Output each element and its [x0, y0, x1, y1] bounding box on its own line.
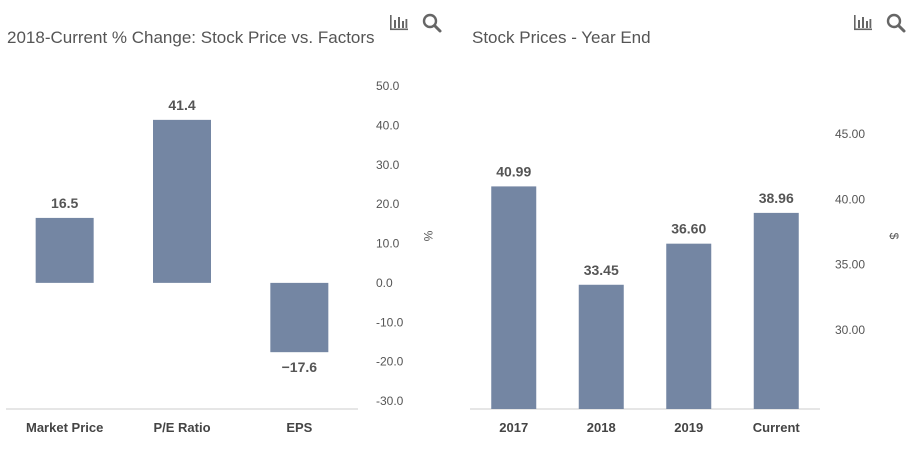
left-chart-title: 2018-Current % Change: Stock Price vs. F…	[7, 28, 375, 47]
y-tick-label: 35.00	[835, 258, 865, 272]
bar	[153, 119, 211, 283]
y-tick-label: -10.0	[376, 315, 404, 329]
x-category-label: Market Price	[26, 420, 103, 435]
data-label: 36.60	[671, 221, 706, 237]
x-category-label: Current	[753, 420, 801, 435]
x-category-label: 2018	[587, 420, 616, 435]
y-axis-unit-label: %	[421, 231, 435, 242]
right-chart-title: Stock Prices - Year End	[472, 28, 651, 47]
data-label: 41.4	[168, 97, 195, 113]
right-chart-plot: 45.00 40.00 35.00 30.00 $40.99 2017 33.45 2018 3…	[470, 127, 901, 435]
y-tick-label: -20.0	[376, 355, 404, 369]
magnifier-icon[interactable]	[421, 12, 443, 34]
left-chart-panel: 2018-Current % Change: Stock Price vs. F…	[6, 12, 443, 435]
x-category-label: 2017	[499, 420, 528, 435]
y-tick-label: 20.0	[376, 197, 400, 211]
y-tick-label: -30.0	[376, 394, 404, 408]
bar-chart-icon[interactable]	[388, 12, 410, 34]
x-category-label: P/E Ratio	[153, 420, 210, 435]
y-tick-label: 40.0	[376, 118, 400, 132]
y-tick-label: 0.0	[376, 276, 393, 290]
y-tick-label: 50.0	[376, 79, 400, 93]
bar	[35, 217, 94, 283]
data-label: 16.5	[51, 195, 78, 211]
data-label: 38.96	[759, 190, 794, 206]
right-chart-panel: Stock Prices - Year End 45.00 40.00 35.00 3…	[460, 0, 910, 458]
y-tick-label: 40.00	[835, 192, 865, 206]
data-label: 40.99	[496, 163, 531, 179]
magnifier-icon[interactable]	[885, 12, 907, 34]
bar	[753, 212, 799, 409]
y-axis-unit-label: $	[887, 233, 901, 240]
y-tick-label: 45.00	[835, 127, 865, 141]
bar	[491, 186, 537, 409]
bar	[578, 284, 624, 409]
x-category-label: 2019	[674, 420, 703, 435]
bar	[270, 282, 329, 353]
data-label: −17.6	[282, 359, 318, 375]
x-category-label: EPS	[286, 420, 312, 435]
y-tick-label: 30.00	[835, 323, 865, 337]
y-tick-label: 30.0	[376, 158, 400, 172]
data-label: 33.45	[584, 262, 619, 278]
bar	[666, 243, 712, 409]
bar-chart-icon[interactable]	[852, 12, 874, 34]
y-tick-label: 10.0	[376, 237, 400, 251]
left-chart-plot: 50.0 40.0 30.0 20.0 10.0 0.0 -10.0 -20.0 -30.0% 1…	[6, 79, 435, 435]
